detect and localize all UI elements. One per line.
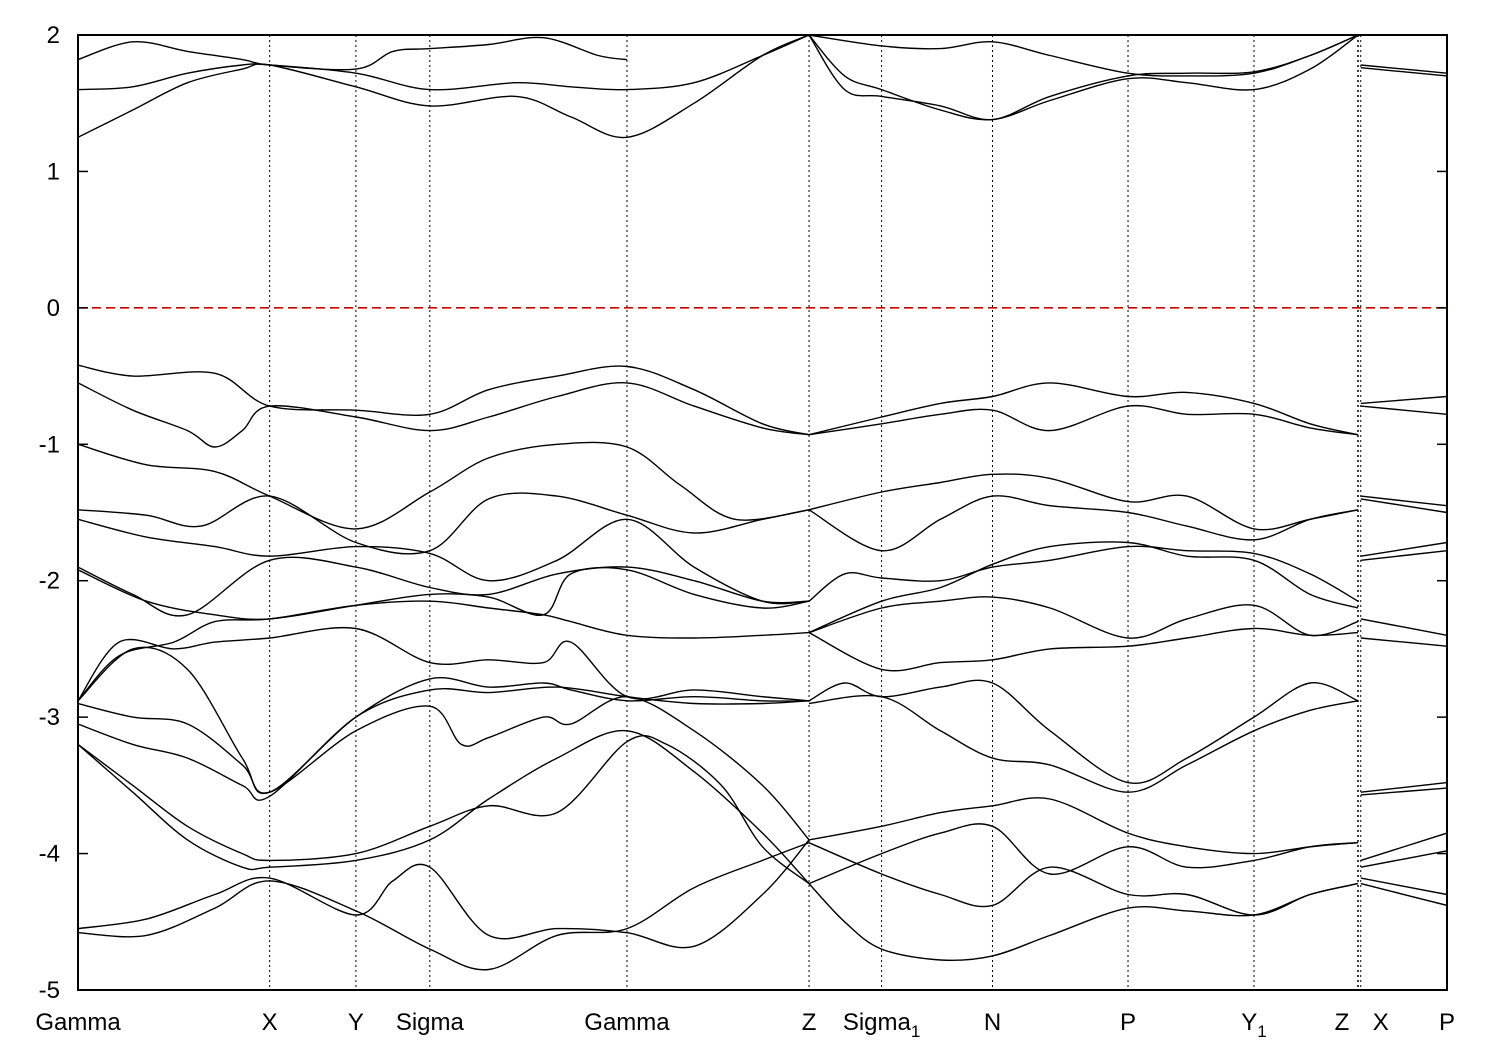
band-line-12 xyxy=(78,626,810,702)
band-line-7 xyxy=(78,492,810,555)
band-line-4 xyxy=(78,364,810,436)
y-tick-label: -3 xyxy=(39,704,60,731)
x-tick-label-sigma1: Sigma1 xyxy=(843,1009,921,1041)
x-tick-label-n: N xyxy=(984,1009,1001,1036)
band-line-22 xyxy=(808,35,1359,121)
band-line-38 xyxy=(1360,64,1447,74)
y-axis-ticks: 2 1 0 -1 -2 -3 -4 -5 xyxy=(39,22,1447,1004)
band-line-28 xyxy=(808,541,1359,634)
y-tick-label: -5 xyxy=(39,977,60,1004)
band-line-30 xyxy=(808,627,1359,672)
band-line-50 xyxy=(1360,850,1447,868)
band-line-52 xyxy=(1360,882,1447,907)
band-line-32 xyxy=(808,694,1359,793)
band-line-21 xyxy=(808,35,1359,121)
x-tick-label-x: X xyxy=(262,1009,278,1036)
band-line-35 xyxy=(808,842,1359,916)
band-line-26 xyxy=(808,495,1359,552)
band-line-42 xyxy=(1360,498,1447,514)
band-line-15 xyxy=(78,686,810,801)
y-tick-label: 0 xyxy=(47,295,60,322)
band-line-51 xyxy=(1360,877,1447,896)
y-tick-label: -4 xyxy=(39,841,60,868)
y-tick-label: -2 xyxy=(39,568,60,595)
band-line-39 xyxy=(1360,395,1447,405)
band-line-43 xyxy=(1360,541,1447,557)
band-line-41 xyxy=(1360,495,1447,507)
k-point-gridlines xyxy=(269,35,1362,990)
band-line-46 xyxy=(1360,637,1447,647)
band-line-3 xyxy=(78,36,628,71)
band-line-23 xyxy=(808,382,1359,436)
band-line-33 xyxy=(808,797,1359,855)
y-tick-label: 2 xyxy=(47,22,60,49)
band-line-34 xyxy=(808,823,1359,885)
y-tick-label: -1 xyxy=(39,431,60,458)
x-tick-label-sigma: Sigma xyxy=(396,1009,465,1036)
x-tick-label-y: Y xyxy=(348,1009,364,1036)
band-line-25 xyxy=(808,473,1359,531)
x-tick-label-gamma: Gamma xyxy=(584,1009,670,1036)
band-line-10 xyxy=(78,566,810,621)
band-line-13 xyxy=(78,646,810,795)
band-line-5 xyxy=(78,382,810,448)
band-line-27 xyxy=(808,545,1359,602)
band-line-17 xyxy=(78,730,810,885)
x-tick-label-p: P xyxy=(1439,1009,1455,1036)
x-axis-ticks: Gamma X Y Sigma Gamma Z Sigma1 N P Y1 Z X P xyxy=(35,1009,1455,1041)
band-line-8 xyxy=(78,518,810,605)
x-tick-label-z: Z xyxy=(1335,1009,1350,1036)
band-line-49 xyxy=(1360,832,1447,862)
band-lines xyxy=(78,35,1447,971)
band-line-11 xyxy=(78,600,810,702)
x-tick-label-z: Z xyxy=(802,1009,817,1036)
band-line-1 xyxy=(78,35,810,139)
band-line-24 xyxy=(808,404,1359,436)
band-line-16 xyxy=(78,734,810,885)
band-line-45 xyxy=(1360,618,1447,636)
band-line-14 xyxy=(78,695,810,841)
band-line-48 xyxy=(1360,787,1447,796)
plot-frame xyxy=(77,34,1448,991)
band-line-18 xyxy=(78,839,810,949)
band-line-19 xyxy=(78,842,810,971)
band-line-20 xyxy=(808,35,1359,77)
x-tick-label-p: P xyxy=(1120,1009,1136,1036)
x-tick-label-gamma: Gamma xyxy=(35,1009,121,1036)
band-line-9 xyxy=(78,556,810,617)
x-tick-label-x: X xyxy=(1373,1009,1389,1036)
band-line-37 xyxy=(1360,67,1447,77)
band-line-29 xyxy=(808,596,1359,639)
band-line-2 xyxy=(78,35,810,91)
band-line-47 xyxy=(1360,781,1447,793)
band-line-6 xyxy=(78,441,810,530)
band-line-36 xyxy=(808,882,1359,962)
band-line-40 xyxy=(1360,405,1447,415)
band-line-44 xyxy=(1360,550,1447,561)
y-tick-label: 1 xyxy=(47,158,60,185)
